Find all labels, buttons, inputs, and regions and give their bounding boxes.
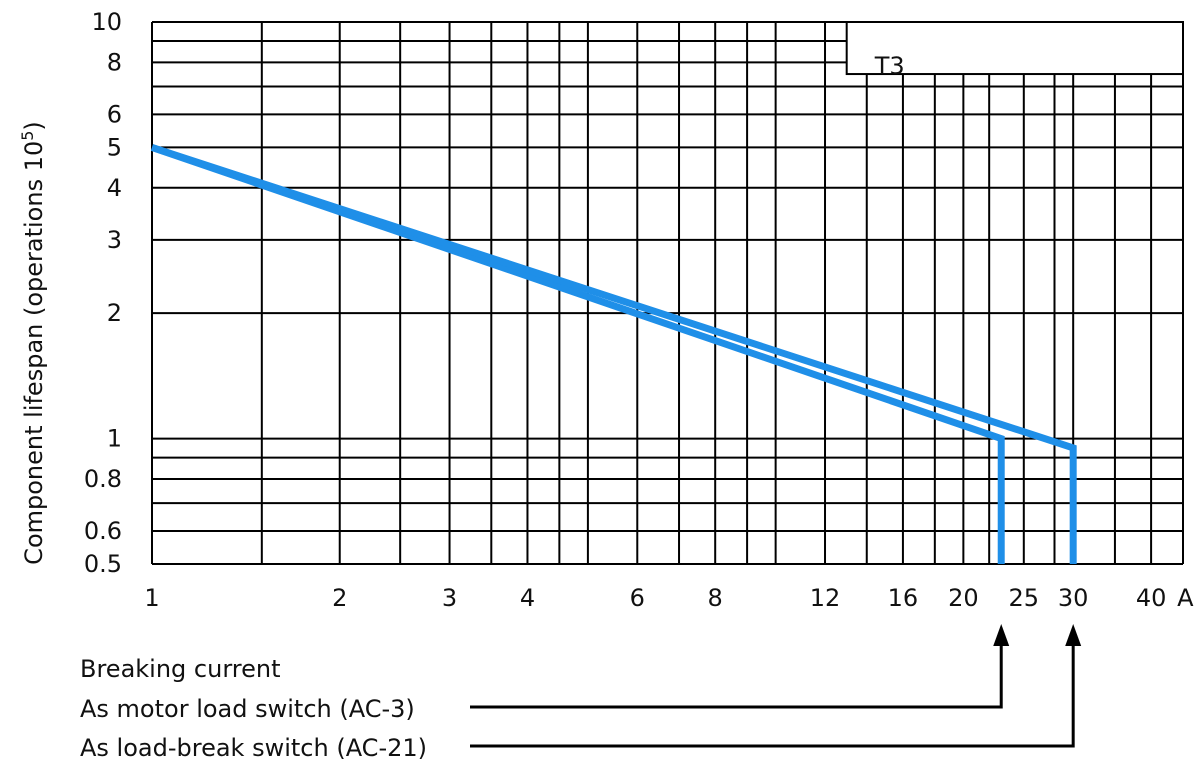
x-tick-label: 12 <box>810 584 841 612</box>
x-tick-label: 16 <box>888 584 919 612</box>
series-lines <box>150 144 1077 564</box>
y-tick-label: 0.5 <box>84 550 122 578</box>
x-tick-label: 40 <box>1136 584 1167 612</box>
arrow-head-icon <box>993 624 1010 646</box>
y-axis-label: Component lifespan (operations 105) <box>18 121 48 565</box>
x-unit-label: A <box>1177 584 1194 612</box>
arrow-head-icon <box>1065 624 1082 646</box>
y-tick-label: 0.8 <box>84 465 122 493</box>
y-tick-label: 10 <box>91 8 122 36</box>
legend-ac3: As motor load switch (AC-3) <box>80 695 415 723</box>
y-tick-label: 5 <box>107 133 122 161</box>
annotations: Breaking current As motor load switch (A… <box>80 624 1082 762</box>
y-tick-label: 6 <box>107 100 122 128</box>
series-line-0 <box>150 144 1005 564</box>
y-tick-label: 4 <box>107 174 122 202</box>
x-tick-labels: 1 2 3 4 6 8 12 16 20 25 30 40 <box>144 584 1166 612</box>
x-tick-label: 25 <box>1009 584 1040 612</box>
y-tick-label: 3 <box>107 226 122 254</box>
x-tick-label: 4 <box>520 584 535 612</box>
x-tick-label: 20 <box>948 584 979 612</box>
grid <box>151 21 1184 565</box>
x-tick-label: 1 <box>144 584 159 612</box>
annotation-arrow-line <box>470 640 1003 709</box>
x-tick-label: 8 <box>708 584 723 612</box>
x-tick-label: 2 <box>332 584 347 612</box>
legend-ac21: As load-break switch (AC-21) <box>80 734 427 762</box>
y-tick-label: 2 <box>107 299 122 327</box>
y-tick-label: 1 <box>107 425 122 453</box>
series-line-1 <box>150 144 1077 564</box>
y-tick-label: 8 <box>107 48 122 76</box>
annotation-title: Breaking current <box>80 655 281 683</box>
x-tick-label: 3 <box>442 584 457 612</box>
y-tick-labels: 10 8 6 5 4 3 2 1 0.8 0.6 0.5 <box>84 8 122 578</box>
t3-label: T3 <box>874 52 905 80</box>
y-tick-label: 0.6 <box>84 517 122 545</box>
y-axis-label-end: ) <box>20 121 48 130</box>
t3-box <box>845 21 1184 76</box>
y-axis-label-sup: 5 <box>18 131 37 141</box>
y-axis-label-main: Component lifespan (operations 10 <box>20 141 48 565</box>
annotation-arrow-line <box>470 640 1075 748</box>
x-tick-label: 30 <box>1058 584 1089 612</box>
x-tick-label: 6 <box>630 584 645 612</box>
